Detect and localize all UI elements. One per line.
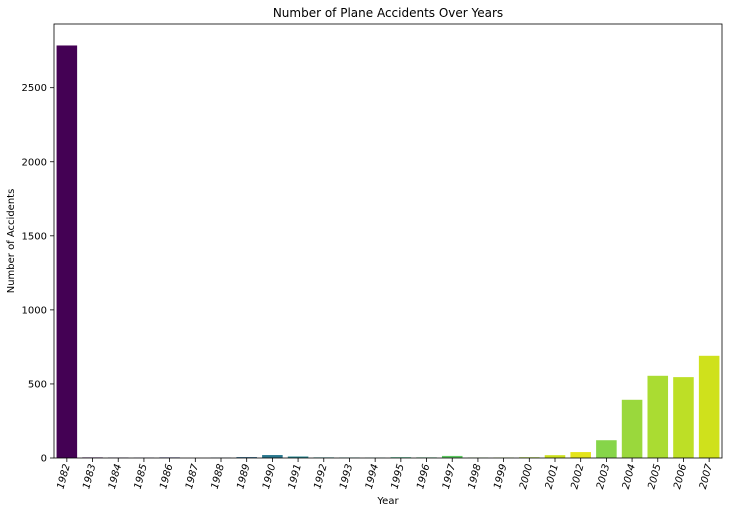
x-axis-label: Year	[376, 496, 399, 507]
x-tick-label-2007: 2007	[698, 462, 715, 490]
y-tick-label: 2000	[22, 157, 47, 168]
bar-2007	[698, 355, 720, 458]
x-tick-label-1991: 1991	[287, 463, 304, 490]
x-tick-label-1984: 1984	[107, 463, 124, 490]
bars-group	[56, 45, 720, 458]
bar-1997	[441, 455, 463, 458]
x-tick-label-1996: 1996	[415, 463, 432, 490]
x-tick-label-2005: 2005	[646, 463, 663, 490]
chart-title: Number of Plane Accidents Over Years	[273, 6, 503, 20]
x-tick-label-1998: 1998	[467, 463, 484, 490]
bar-2004	[621, 399, 643, 458]
x-tick-label-2001: 2001	[544, 463, 561, 490]
x-tick-label-1995: 1995	[390, 463, 407, 490]
y-axis-label: Number of Accidents	[6, 189, 17, 294]
y-tick-label: 0	[41, 454, 47, 465]
bar-2006	[673, 377, 694, 458]
x-tick-label-1992: 1992	[312, 463, 329, 490]
x-tick-label-2002: 2002	[569, 463, 586, 490]
y-ticks-group: 0 500 1000 1500 2000 2500	[22, 83, 54, 465]
x-tick-label-1999: 1999	[492, 463, 509, 490]
bar-1989	[236, 457, 257, 458]
bar-2002	[570, 452, 591, 458]
x-ticks-group: 1982 1983 1984 1985 1986 1987 1988 1989 1990 1991…	[56, 458, 715, 490]
x-tick-label-1982: 1982	[56, 463, 73, 490]
bar-1991	[287, 456, 309, 458]
bar-2003	[596, 440, 617, 458]
x-tick-label-1983: 1983	[81, 463, 98, 490]
x-tick-label-1989: 1989	[235, 463, 252, 490]
x-tick-label-2003: 2003	[595, 463, 612, 490]
x-tick-label-1987: 1987	[184, 462, 201, 490]
y-tick-label: 2500	[22, 83, 47, 94]
y-tick-label: 1000	[22, 305, 47, 316]
y-tick-label: 500	[28, 379, 47, 390]
bar-2001	[544, 455, 566, 458]
x-tick-label-1994: 1994	[364, 463, 381, 490]
x-tick-label-1985: 1985	[133, 463, 150, 490]
x-tick-label-2004: 2004	[621, 463, 638, 490]
x-tick-label-1990: 1990	[261, 463, 278, 490]
x-tick-label-1988: 1988	[210, 463, 227, 490]
x-tick-label-1993: 1993	[338, 463, 355, 490]
bar-1982	[56, 45, 78, 458]
x-tick-label-2000: 2000	[518, 463, 535, 490]
bar-2005	[647, 375, 669, 458]
plot-frame	[53, 23, 723, 459]
x-tick-label-2006: 2006	[672, 463, 689, 490]
bar-1990	[262, 455, 283, 458]
y-tick-label: 1500	[22, 231, 47, 242]
x-tick-label-1997: 1997	[441, 462, 458, 490]
x-tick-label-1986: 1986	[158, 463, 175, 490]
